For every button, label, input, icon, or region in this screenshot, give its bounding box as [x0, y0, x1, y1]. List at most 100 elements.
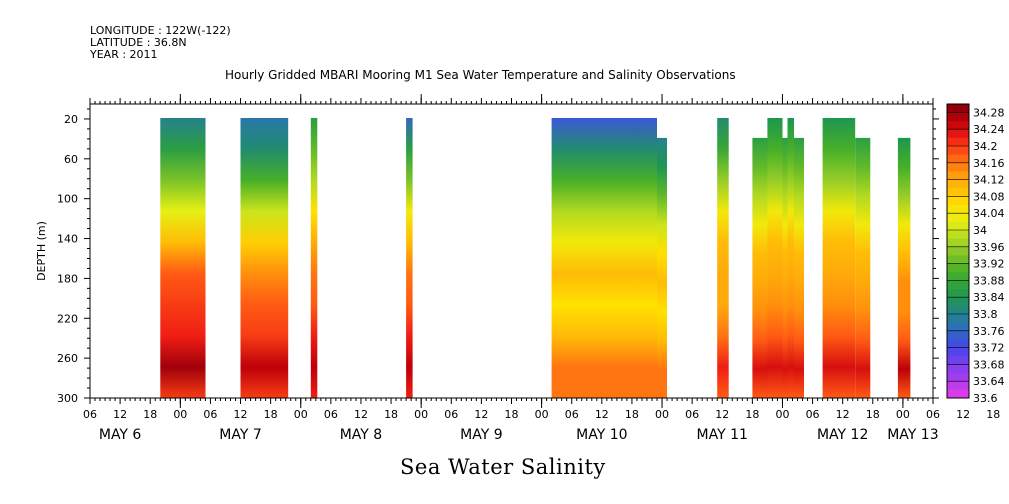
- colorbar-bin: [947, 213, 969, 222]
- x-tick-label: 06: [324, 408, 338, 421]
- salinity-segment: [897, 137, 911, 398]
- salinity-segment: [794, 137, 804, 398]
- salinity-segment: [855, 137, 871, 398]
- salinity-segment: [551, 118, 657, 398]
- x-tick-label: 00: [414, 408, 428, 421]
- colorbar-bin: [947, 347, 969, 357]
- x-tick-label: 18: [264, 408, 278, 421]
- colorbar-bin: [947, 179, 969, 189]
- x-day-label: MAY 6: [99, 427, 142, 443]
- x-day-label: MAY 11: [697, 427, 748, 443]
- colorbar-bin: [947, 120, 969, 130]
- colorbar-bin: [947, 297, 969, 306]
- y-axis-label: DEPTH (m): [35, 221, 48, 281]
- x-tick-label: 18: [866, 408, 880, 421]
- x-tick-label: 18: [505, 408, 519, 421]
- colorbar-bin: [947, 322, 969, 332]
- colorbar-label: 34.28: [973, 106, 1005, 119]
- colorbar-bin: [947, 272, 969, 281]
- colorbar-label: 34.04: [973, 207, 1005, 220]
- colorbar-label: 33.72: [973, 342, 1005, 355]
- x-tick-label: 06: [926, 408, 940, 421]
- colorbar-bin: [947, 238, 969, 248]
- colorbar-bin: [947, 330, 969, 340]
- colorbar-label: 33.68: [973, 358, 1005, 371]
- salinity-segment: [160, 118, 206, 398]
- y-tick-label: 180: [57, 272, 78, 285]
- colorbar-bin: [947, 230, 969, 239]
- x-day-label: MAY 13: [887, 427, 938, 443]
- y-tick-label: 300: [57, 392, 78, 405]
- colorbar-label: 33.96: [973, 241, 1005, 254]
- x-tick-label: 00: [535, 408, 549, 421]
- colorbar-bin: [947, 246, 969, 256]
- colorbar-label: 33.84: [973, 291, 1005, 304]
- x-tick-label: 18: [143, 408, 157, 421]
- x-tick-label: 06: [83, 408, 97, 421]
- colorbar-label: 33.76: [973, 325, 1005, 338]
- colorbar-bin: [947, 196, 969, 206]
- x-tick-label: 06: [806, 408, 820, 421]
- colorbar-label: 33.64: [973, 375, 1005, 388]
- colorbar-bin: [947, 104, 969, 113]
- x-tick-label: 00: [896, 408, 910, 421]
- y-tick-label: 260: [57, 352, 78, 365]
- colorbar-bin: [947, 137, 969, 147]
- x-tick-label: 12: [956, 408, 970, 421]
- x-day-label: MAY 8: [340, 427, 382, 443]
- x-tick-label: 12: [354, 408, 368, 421]
- x-tick-label: 12: [113, 408, 127, 421]
- colorbar-bin: [947, 381, 969, 390]
- colorbar-bin: [947, 356, 969, 365]
- colorbar-bin: [947, 154, 969, 164]
- x-tick-label: 12: [234, 408, 248, 421]
- x-day-label: MAY 10: [576, 427, 627, 443]
- colorbar-bin: [947, 204, 969, 214]
- salinity-segment: [752, 137, 768, 398]
- x-tick-label: 18: [986, 408, 1000, 421]
- salinity-segment: [787, 118, 794, 398]
- salinity-segment: [240, 118, 289, 398]
- colorbar-label: 34: [973, 224, 987, 237]
- colorbar-label: 33.88: [973, 274, 1005, 287]
- colorbar-label: 34.08: [973, 190, 1005, 203]
- colorbar-bin: [947, 263, 969, 273]
- x-tick-label: 00: [655, 408, 669, 421]
- colorbar-label: 33.6: [973, 392, 998, 405]
- plot-frame: [89, 103, 934, 399]
- salinity-segment: [822, 118, 856, 398]
- x-tick-label: 18: [625, 408, 639, 421]
- colorbar-bin: [947, 389, 969, 399]
- colorbar-bin: [947, 288, 969, 298]
- longitude-label: LONGITUDE : 122W(-122): [90, 24, 231, 37]
- x-tick-label: 18: [384, 408, 398, 421]
- salinity-segment: [657, 137, 667, 398]
- colorbar-label: 34.16: [973, 157, 1005, 170]
- y-tick-label: 220: [57, 312, 78, 325]
- colorbar-bin: [947, 112, 969, 122]
- salinity-segment: [782, 137, 788, 398]
- x-tick-label: 00: [294, 408, 308, 421]
- y-tick-label: 20: [64, 113, 78, 126]
- x-tick-label: 06: [685, 408, 699, 421]
- x-tick-label: 12: [595, 408, 609, 421]
- colorbar-bin: [947, 146, 969, 155]
- colorbar-bin: [947, 188, 969, 197]
- colorbar-label: 34.2: [973, 140, 998, 153]
- colorbar-label: 34.24: [973, 123, 1005, 136]
- y-tick-label: 60: [64, 153, 78, 166]
- colorbar-bin: [947, 305, 969, 315]
- colorbar-bin: [947, 162, 969, 172]
- colorbar-bin: [947, 314, 969, 323]
- salinity-segment: [767, 118, 783, 398]
- chart-title: Hourly Gridded MBARI Mooring M1 Sea Wate…: [225, 68, 736, 82]
- x-day-label: MAY 12: [817, 427, 868, 443]
- salinity-segment: [406, 118, 413, 398]
- x-tick-label: 06: [565, 408, 579, 421]
- x-day-label: MAY 9: [460, 427, 502, 443]
- x-tick-label: 00: [775, 408, 789, 421]
- colorbar-label: 34.12: [973, 174, 1005, 187]
- colorbar-bin: [947, 364, 969, 374]
- colorbar-bin: [947, 171, 969, 180]
